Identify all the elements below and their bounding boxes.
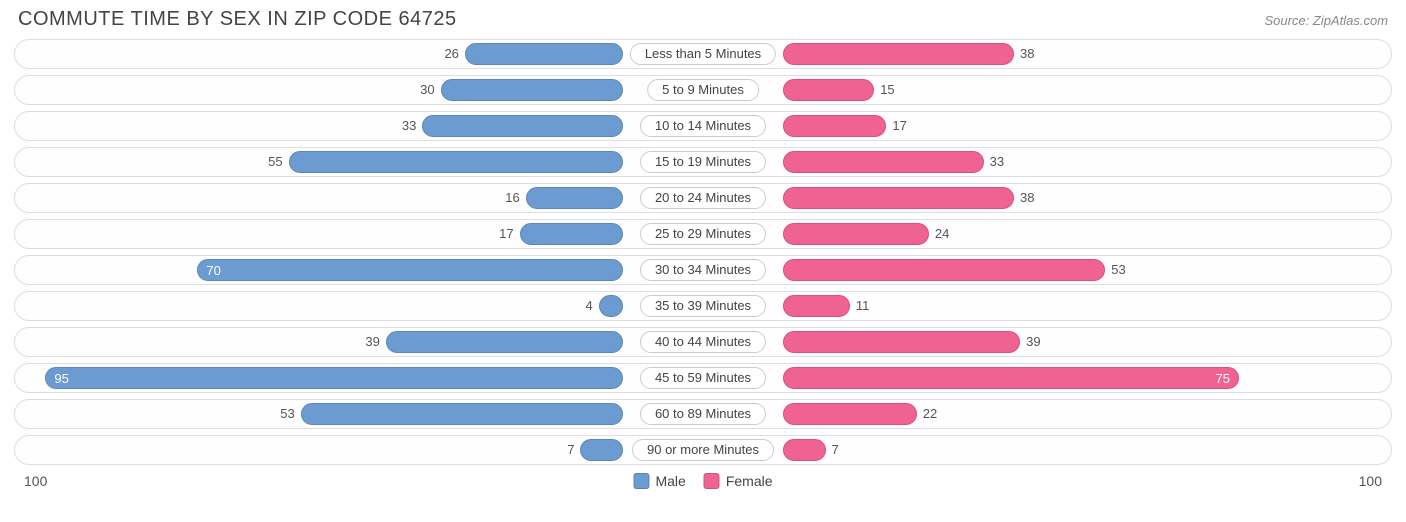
- bar-female-value: 53: [1111, 259, 1125, 281]
- bar-female-value: 22: [923, 403, 937, 425]
- bar-male-value: 55: [268, 151, 282, 173]
- bar-female: [783, 187, 1014, 209]
- chart-row: 70 53 30 to 34 Minutes: [14, 255, 1392, 285]
- bar-male-value: 26: [444, 43, 458, 65]
- row-category-label: 25 to 29 Minutes: [640, 223, 766, 245]
- chart-row: 39 39 40 to 44 Minutes: [14, 327, 1392, 357]
- bar-male-value: 70: [198, 260, 228, 282]
- row-category-label: 15 to 19 Minutes: [640, 151, 766, 173]
- bar-female: [783, 79, 874, 101]
- chart-title: COMMUTE TIME BY SEX IN ZIP CODE 64725: [18, 8, 457, 31]
- chart-area: 26 38 Less than 5 Minutes 30 15 5 to 9 Minute…: [14, 39, 1392, 465]
- chart-row: 4 11 35 to 39 Minutes: [14, 291, 1392, 321]
- row-category-label: 40 to 44 Minutes: [640, 331, 766, 353]
- chart-row: 30 15 5 to 9 Minutes: [14, 75, 1392, 105]
- chart-row: 7 7 90 or more Minutes: [14, 435, 1392, 465]
- axis-labels: 100 Male Female 100: [14, 471, 1392, 489]
- legend-female-swatch: [704, 473, 720, 489]
- bar-male: [465, 43, 623, 65]
- row-category-label: Less than 5 Minutes: [630, 43, 776, 65]
- legend-male: Male: [633, 473, 685, 489]
- bar-male: [441, 79, 623, 101]
- row-category-label: 45 to 59 Minutes: [640, 367, 766, 389]
- bar-female-value: 17: [892, 115, 906, 137]
- bar-female: [783, 151, 984, 173]
- legend-male-label: Male: [655, 473, 685, 489]
- bar-male-value: 95: [46, 368, 76, 390]
- bar-female-value: 33: [990, 151, 1004, 173]
- bar-male-value: 16: [505, 187, 519, 209]
- bar-male-value: 33: [402, 115, 416, 137]
- bar-male: [301, 403, 623, 425]
- row-category-label: 35 to 39 Minutes: [640, 295, 766, 317]
- chart-row: 55 33 15 to 19 Minutes: [14, 147, 1392, 177]
- row-category-label: 60 to 89 Minutes: [640, 403, 766, 425]
- bar-male: [580, 439, 623, 461]
- legend: Male Female: [633, 473, 772, 489]
- bar-male-value: 39: [365, 331, 379, 353]
- bar-male: [386, 331, 623, 353]
- axis-right-max: 100: [1359, 473, 1382, 489]
- row-category-label: 10 to 14 Minutes: [640, 115, 766, 137]
- legend-female-label: Female: [726, 473, 773, 489]
- bar-female: [783, 403, 917, 425]
- bar-female: [783, 439, 826, 461]
- chart-row: 33 17 10 to 14 Minutes: [14, 111, 1392, 141]
- legend-female: Female: [704, 473, 773, 489]
- bar-male: 95: [45, 367, 623, 389]
- bar-female-value: 39: [1026, 331, 1040, 353]
- row-category-label: 30 to 34 Minutes: [640, 259, 766, 281]
- bar-female: [783, 295, 850, 317]
- chart-row: 17 24 25 to 29 Minutes: [14, 219, 1392, 249]
- bar-female: [783, 43, 1014, 65]
- bar-female-value: 11: [856, 295, 870, 317]
- bar-male: [289, 151, 623, 173]
- bar-male-value: 17: [499, 223, 513, 245]
- bar-male-value: 53: [280, 403, 294, 425]
- bar-female-value: 75: [1208, 368, 1238, 390]
- bar-female-value: 15: [880, 79, 894, 101]
- bar-male-value: 7: [567, 439, 574, 461]
- bar-female-value: 24: [935, 223, 949, 245]
- chart-row: 95 75 45 to 59 Minutes: [14, 363, 1392, 393]
- bar-female-value: 38: [1020, 43, 1034, 65]
- bar-male: [422, 115, 623, 137]
- chart-header: COMMUTE TIME BY SEX IN ZIP CODE 64725 So…: [14, 8, 1392, 39]
- bar-male: [599, 295, 623, 317]
- row-category-label: 90 or more Minutes: [632, 439, 774, 461]
- bar-female: [783, 259, 1105, 281]
- bar-female: [783, 223, 929, 245]
- chart-source: Source: ZipAtlas.com: [1264, 13, 1388, 28]
- bar-female: [783, 331, 1020, 353]
- bar-female: [783, 115, 886, 137]
- row-category-label: 5 to 9 Minutes: [647, 79, 759, 101]
- axis-left-max: 100: [24, 473, 47, 489]
- bar-female: 75: [783, 367, 1239, 389]
- bar-female-value: 38: [1020, 187, 1034, 209]
- bar-male-value: 4: [585, 295, 592, 317]
- chart-row: 16 38 20 to 24 Minutes: [14, 183, 1392, 213]
- bar-male: [520, 223, 623, 245]
- chart-row: 53 22 60 to 89 Minutes: [14, 399, 1392, 429]
- bar-male: 70: [197, 259, 623, 281]
- bar-female-value: 7: [832, 439, 839, 461]
- bar-male: [526, 187, 623, 209]
- row-category-label: 20 to 24 Minutes: [640, 187, 766, 209]
- bar-male-value: 30: [420, 79, 434, 101]
- legend-male-swatch: [633, 473, 649, 489]
- chart-row: 26 38 Less than 5 Minutes: [14, 39, 1392, 69]
